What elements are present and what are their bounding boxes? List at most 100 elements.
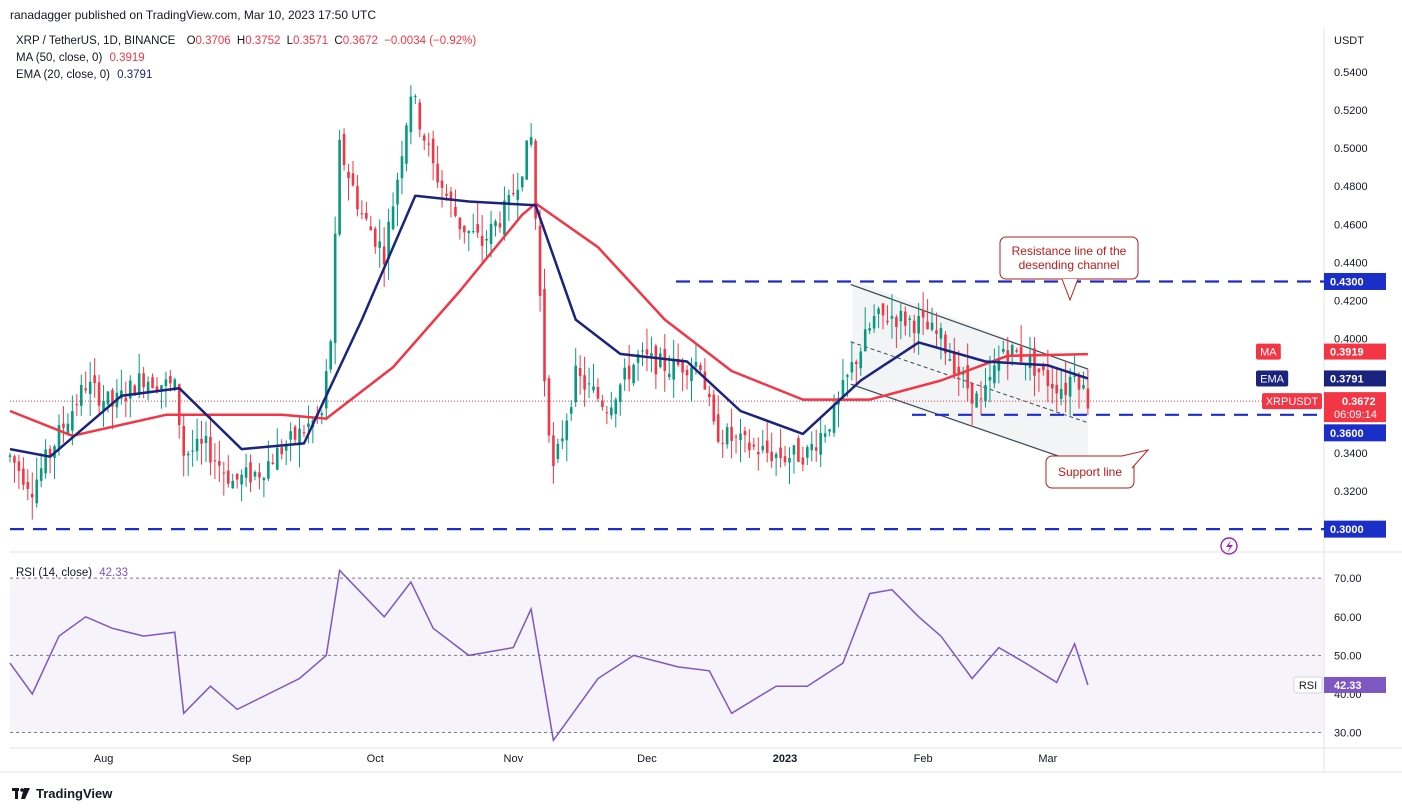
candle-body [88, 381, 92, 394]
candle-body [904, 311, 907, 326]
candle-body [1028, 355, 1032, 368]
candle-body [200, 438, 203, 444]
candle-body [356, 186, 359, 210]
candle-body [716, 414, 720, 442]
candle-body [351, 173, 355, 186]
candle-body [512, 192, 515, 195]
moving-averages [9, 194, 1089, 458]
candle-body [440, 180, 444, 188]
candle-body [146, 381, 150, 394]
candle-body [35, 479, 39, 504]
candle-body [814, 447, 818, 451]
candle-body [605, 412, 609, 414]
price-axis[interactable]: USDT 0.5400 0.5200 0.5000 0.4800 0.4600 0.4400… [1334, 35, 1368, 498]
support-callout-box [1045, 455, 1135, 489]
candle-body [418, 102, 422, 130]
change-value: −0.0034 (−0.92%) [384, 35, 477, 47]
candle-body [275, 447, 279, 470]
candle-body [912, 320, 916, 334]
candle-body [561, 438, 564, 442]
candle-body [427, 143, 430, 145]
candle-body [534, 140, 537, 219]
candle-body [712, 394, 716, 422]
candle-body [734, 436, 738, 438]
candle-body [1064, 382, 1067, 396]
price-tick-label: 0.4800 [1334, 181, 1368, 193]
price-tick-label: 0.4400 [1334, 257, 1368, 269]
candle-body [997, 357, 1001, 371]
time-tick-label: Feb [914, 753, 933, 765]
candle-body [75, 404, 79, 406]
candle-body [120, 390, 123, 399]
candle-body [405, 125, 408, 164]
rsi-line [9, 568, 1089, 743]
candle-body [543, 289, 546, 382]
candle-body [62, 423, 65, 428]
candle-body [828, 429, 831, 432]
candle-body [1050, 383, 1054, 389]
ema-legend[interactable]: EMA (20, close, 0) 0.3791 [16, 69, 152, 81]
candle-body [721, 443, 724, 445]
level-value-text: 0.4300 [1330, 276, 1364, 288]
candle-body [324, 371, 328, 409]
candle-body [467, 230, 471, 234]
candle-body [797, 438, 800, 462]
lightning-icon-bolt [1226, 540, 1233, 553]
candle-body [102, 400, 105, 411]
ema-20-line [9, 194, 1089, 458]
candle-body [373, 228, 377, 247]
candle-body [160, 385, 163, 392]
candle-body [347, 171, 350, 179]
candle-body [431, 138, 435, 164]
candle-body [636, 354, 640, 363]
candle-body [886, 320, 889, 323]
candle-body [396, 179, 399, 205]
ma-legend-value: 0.3919 [109, 52, 145, 64]
candle-body [378, 241, 382, 248]
open-label: O [186, 35, 196, 47]
candle-body [779, 447, 782, 458]
candle-body [293, 426, 297, 440]
candle-body [565, 420, 569, 441]
low-value: 0.3571 [293, 35, 329, 47]
candle-body [970, 383, 974, 404]
price-tick-label: 0.5000 [1334, 143, 1368, 155]
symbol-name: XRP / TetherUS, 1D, BINANCE [16, 35, 176, 47]
price-overlays [10, 279, 1324, 531]
candle-body [169, 376, 172, 384]
candle-body [387, 221, 390, 259]
candle-body [249, 462, 252, 483]
ma-legend[interactable]: MA (50, close, 0) 0.3919 [16, 52, 145, 64]
candle-body [921, 310, 925, 318]
rsi-legend-value: 42.33 [99, 567, 129, 579]
channel-lower-line [850, 383, 1089, 467]
candle-body [458, 217, 462, 230]
candlesticks [8, 85, 1090, 520]
candle-body [71, 411, 74, 431]
high-value: 0.3752 [245, 35, 281, 47]
candle-body [939, 328, 943, 339]
tradingview-footer[interactable]: TradingView [12, 786, 112, 801]
time-tick-label: Mar [1038, 753, 1057, 765]
candle-body [338, 139, 341, 235]
candle-body [587, 383, 591, 385]
candle-body [320, 413, 324, 416]
rsi-legend[interactable]: RSI (14, close) 42.33 [16, 567, 128, 579]
candle-body [645, 349, 649, 355]
candle-body [298, 428, 301, 446]
candle-body [725, 427, 729, 445]
symbol-legend[interactable]: XRP / TetherUS, 1D, BINANCE O0.3706 H0.3… [16, 35, 476, 47]
resistance-callout-text: Resistance line of the [1012, 244, 1127, 258]
rsi-pane [9, 568, 1324, 743]
resistance-callout-text: desending channel [1019, 258, 1120, 272]
price-tick-label: 0.5200 [1334, 105, 1368, 117]
ma-name-text: MA [1260, 347, 1277, 359]
candle-body [774, 454, 778, 459]
candle-body [610, 407, 613, 416]
candle-body [1019, 346, 1023, 362]
candle-body [93, 375, 96, 384]
candle-body [650, 353, 653, 357]
price-tick-label: 0.3400 [1334, 448, 1368, 460]
